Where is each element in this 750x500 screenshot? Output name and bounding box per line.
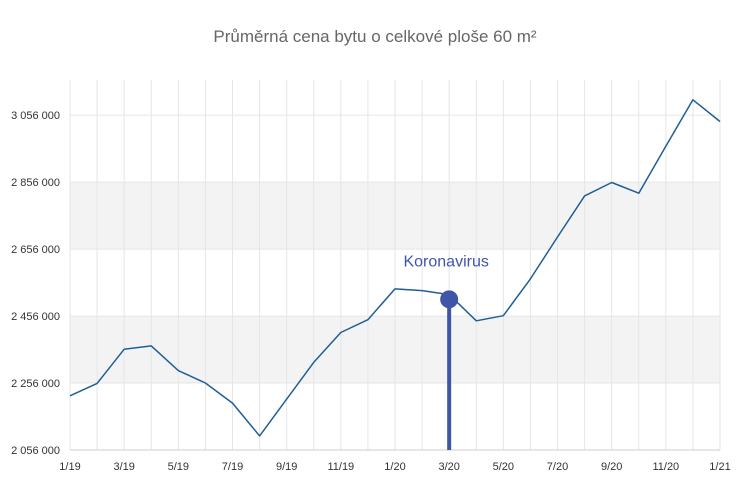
x-tick-label: 5/19 xyxy=(168,461,189,473)
y-tick-label: 2 456 000 xyxy=(11,311,60,323)
series-group xyxy=(69,99,721,437)
x-tick-label: 7/20 xyxy=(547,461,568,473)
annotation-marker xyxy=(440,290,459,309)
x-tick-label: 1/19 xyxy=(59,461,80,473)
annotation-group: Koronavirus xyxy=(403,253,489,450)
annotation-label: Koronavirus xyxy=(403,253,488,270)
x-tick-label: 5/20 xyxy=(493,461,514,473)
x-tick-label: 11/20 xyxy=(652,461,679,473)
y-tick-label: 2 656 000 xyxy=(11,244,60,256)
y-tick-label: 3 056 000 xyxy=(11,110,60,122)
x-tick-label: 9/19 xyxy=(276,461,297,473)
y-tick-label: 2 856 000 xyxy=(11,177,60,189)
x-axis-ticks: 1/19 3/19 5/19 7/19 9/19 11/19 1/20 3/20 5/20 7/2… xyxy=(59,461,730,473)
y-tick-label: 2 256 000 xyxy=(11,378,60,390)
x-tick-label: 3/20 xyxy=(438,461,459,473)
x-tick-label: 7/19 xyxy=(222,461,243,473)
chart-title: Průměrná cena bytu o celkové ploše 60 m² xyxy=(213,27,537,46)
y-tick-label: 2 056 000 xyxy=(11,445,60,457)
x-tick-label: 11/19 xyxy=(327,461,354,473)
vertical-gridlines xyxy=(69,80,721,450)
x-tick-label: 1/20 xyxy=(384,461,405,473)
x-tick-label: 1/21 xyxy=(709,461,730,473)
x-tick-label: 3/19 xyxy=(113,461,134,473)
series-line xyxy=(69,99,721,437)
x-tick-label: 9/20 xyxy=(601,461,622,473)
y-axis-ticks: 2 056 000 2 256 000 2 456 000 2 656 000 2 85… xyxy=(11,110,60,457)
horizontal-gridlines xyxy=(70,114,720,451)
